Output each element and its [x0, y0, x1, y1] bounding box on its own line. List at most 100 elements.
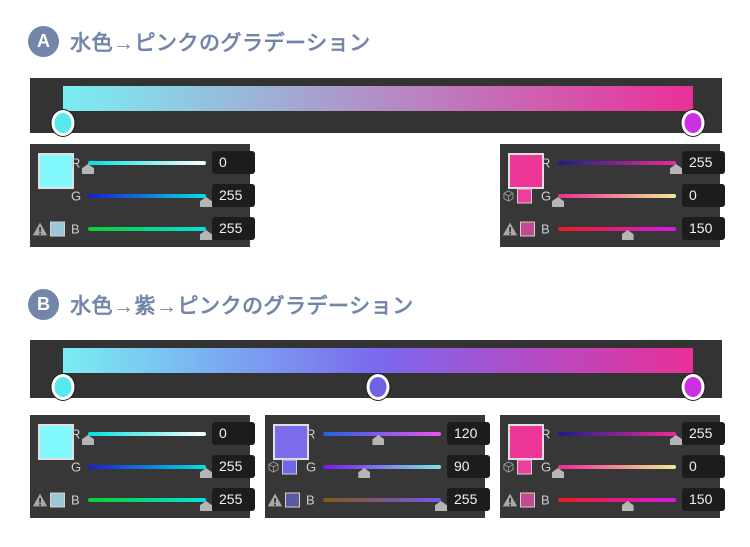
section-a-title: 水色→ピンクのグラデーション	[70, 31, 371, 55]
slider-thumb[interactable]	[200, 230, 212, 240]
preview-swatch	[517, 459, 532, 475]
color-swatch[interactable]	[273, 424, 309, 460]
section-b-badge: B	[28, 289, 59, 320]
value-g[interactable]: 255	[212, 455, 255, 478]
slider-b[interactable]	[323, 498, 447, 511]
warning-icon	[267, 493, 283, 507]
gradient-bar-a[interactable]	[63, 86, 693, 111]
hdr-preview	[502, 459, 532, 475]
slider-r[interactable]	[558, 161, 682, 174]
gradient-editor-a	[30, 78, 722, 136]
slider-thumb[interactable]	[200, 501, 212, 511]
warning-icon	[502, 222, 518, 236]
gradient-stop-cyan[interactable]	[51, 110, 75, 136]
slider-b[interactable]	[88, 498, 212, 511]
section-b-header: B 水色→紫→ピンクのグラデーション	[28, 289, 414, 320]
warning-icon	[32, 493, 48, 507]
gradient-stops-b	[51, 374, 705, 400]
channel-label-b: B	[541, 221, 550, 237]
channel-label-r: R	[541, 155, 551, 171]
clamped-swatch	[520, 221, 535, 237]
gamut-warning	[32, 221, 65, 237]
channel-label-g: G	[306, 459, 317, 475]
value-b[interactable]: 255	[212, 488, 255, 511]
value-g[interactable]: 90	[447, 455, 490, 478]
value-r[interactable]: 255	[682, 151, 725, 174]
channel-label-g: G	[541, 459, 552, 475]
gamut-warning	[502, 221, 535, 237]
slider-r[interactable]	[82, 432, 206, 445]
warning-icon	[32, 222, 48, 236]
value-r[interactable]: 0	[212, 422, 255, 445]
slider-thumb[interactable]	[621, 501, 634, 511]
slider-thumb[interactable]	[670, 435, 682, 445]
value-b[interactable]: 255	[447, 488, 490, 511]
gradient-stop-magenta[interactable]	[681, 374, 705, 400]
section-a-badge: A	[28, 26, 59, 57]
value-r[interactable]: 255	[682, 422, 725, 445]
color-swatch[interactable]	[508, 153, 544, 189]
gamut-warning	[32, 492, 65, 508]
slider-thumb[interactable]	[200, 197, 212, 207]
slider-g[interactable]	[552, 194, 676, 207]
value-r[interactable]: 120	[447, 422, 490, 445]
color-swatch[interactable]	[38, 424, 74, 460]
slider-thumb[interactable]	[358, 468, 371, 478]
slider-thumb[interactable]	[372, 435, 385, 445]
color-panel-a-pink: R 255 G 0 B 150	[500, 144, 725, 247]
cube-icon	[268, 461, 279, 473]
slider-thumb[interactable]	[200, 468, 212, 478]
channel-label-b: B	[71, 221, 80, 237]
value-b[interactable]: 150	[682, 488, 725, 511]
slider-b[interactable]	[558, 227, 676, 240]
gradient-bar-b[interactable]	[63, 348, 693, 373]
channel-label-g: G	[541, 188, 552, 204]
slider-r[interactable]	[82, 161, 206, 174]
slider-g[interactable]	[323, 465, 441, 478]
slider-r[interactable]	[323, 432, 441, 445]
color-panel-a-cyan: R 0 G 255 B 255	[30, 144, 255, 247]
clamped-swatch	[520, 492, 535, 508]
clamped-swatch	[50, 492, 65, 508]
channel-label-b: B	[541, 492, 550, 508]
hdr-preview	[267, 459, 297, 475]
slider-r[interactable]	[558, 432, 682, 445]
color-swatch[interactable]	[508, 424, 544, 460]
value-b[interactable]: 255	[212, 217, 255, 240]
channel-label-r: R	[541, 426, 551, 442]
value-b[interactable]: 150	[682, 217, 725, 240]
cube-icon	[503, 461, 514, 473]
slider-thumb[interactable]	[552, 468, 564, 478]
slider-g[interactable]	[552, 465, 676, 478]
gradient-stop-magenta[interactable]	[681, 110, 705, 136]
warning-icon	[502, 493, 518, 507]
channel-label-r: R	[71, 426, 81, 442]
color-panel-b-pink: R 255 G 0 B 150	[500, 415, 725, 518]
slider-thumb[interactable]	[435, 501, 447, 511]
slider-thumb[interactable]	[552, 197, 564, 207]
channel-label-r: R	[306, 426, 316, 442]
slider-g[interactable]	[88, 194, 212, 207]
color-panel-b-purple: R 120 G 90 B 255	[265, 415, 490, 518]
slider-thumb[interactable]	[82, 164, 94, 174]
value-g[interactable]: 0	[682, 184, 725, 207]
section-b-title: 水色→紫→ピンクのグラデーション	[70, 294, 414, 318]
gradient-stop-cyan[interactable]	[51, 374, 75, 400]
color-panel-b-cyan: R 0 G 255 B 255	[30, 415, 255, 518]
clamped-swatch	[285, 492, 300, 508]
slider-g[interactable]	[88, 465, 212, 478]
slider-thumb[interactable]	[82, 435, 94, 445]
value-g[interactable]: 0	[682, 455, 725, 478]
value-r[interactable]: 0	[212, 151, 255, 174]
slider-thumb[interactable]	[621, 230, 634, 240]
slider-thumb[interactable]	[670, 164, 682, 174]
slider-b[interactable]	[558, 498, 676, 511]
hdr-preview	[502, 188, 532, 204]
value-g[interactable]: 255	[212, 184, 255, 207]
gradient-stop-purple[interactable]	[366, 374, 390, 400]
color-swatch[interactable]	[38, 153, 74, 189]
slider-b[interactable]	[88, 227, 212, 240]
cube-icon	[503, 190, 514, 202]
preview-swatch	[517, 188, 532, 204]
